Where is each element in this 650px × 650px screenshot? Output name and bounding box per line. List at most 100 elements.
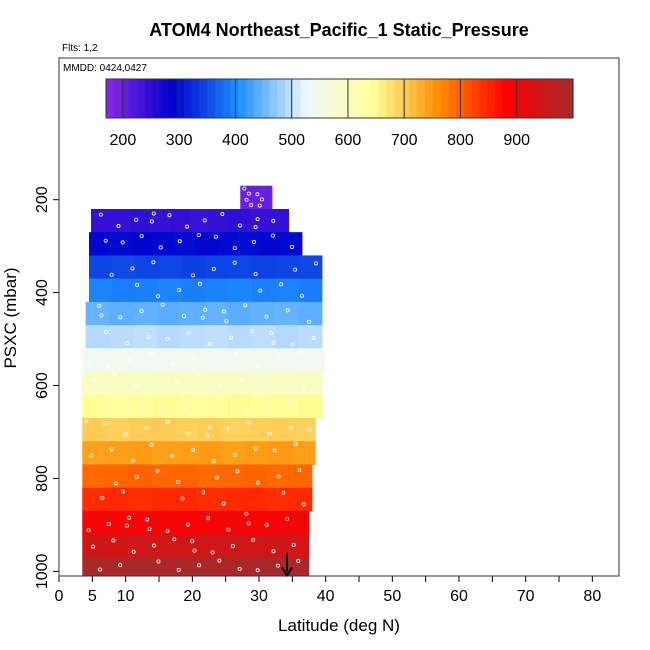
colorbar-swatch (510, 79, 520, 118)
pressure-band-shade (133, 301, 157, 326)
colorbar-swatch (541, 79, 551, 118)
pressure-band-shade (154, 394, 179, 419)
sample-point (255, 217, 260, 222)
sample-point (139, 308, 144, 313)
colorbar-swatch (207, 79, 216, 118)
sample-point (212, 459, 217, 464)
pressure-band-shade (227, 348, 252, 373)
pressure-band-shade (209, 208, 230, 233)
pressure-band-shade (105, 487, 129, 512)
pressure-band-shade (204, 325, 228, 349)
colorbar-swatch (199, 79, 208, 118)
sample-point (226, 527, 231, 532)
sample-point (255, 568, 260, 573)
colorbar-swatch (464, 79, 473, 118)
pressure-band-shade (174, 464, 198, 489)
pressure-band-shade (263, 557, 287, 577)
colorbar-swatch (121, 79, 130, 118)
sample-point (249, 203, 254, 208)
sample-point (232, 260, 237, 265)
sample-point (97, 303, 102, 308)
x-tick-label: 20 (183, 588, 201, 605)
pressure-band-shade (241, 557, 264, 577)
y-axis: 200 400 600 800 1000 (34, 186, 59, 589)
sample-point (250, 329, 255, 334)
pressure-band-shade (299, 278, 323, 303)
sample-point (165, 528, 170, 533)
pressure-band-shade (173, 510, 196, 535)
sample-point (205, 433, 210, 438)
pressure-band-shade (252, 278, 276, 303)
colorbar-swatch (230, 79, 239, 118)
sample-point (218, 384, 223, 389)
pressure-band-shade (127, 534, 151, 558)
pressure-band-shade (262, 185, 266, 210)
sample-point (270, 233, 275, 238)
pressure-band-shade (170, 208, 190, 233)
sample-point (275, 563, 280, 568)
sample-point (285, 308, 290, 313)
pressure-band-shade (150, 510, 173, 535)
pressure-band-shade (82, 510, 105, 535)
colorbar-swatch (339, 79, 348, 118)
sample-point (301, 502, 306, 507)
sample-point (182, 405, 187, 410)
x-tick-label: 80 (583, 588, 601, 605)
y-tick-label: 200 (34, 186, 51, 213)
sample-point (127, 357, 132, 362)
colorbar-swatch (160, 79, 169, 118)
sample-point (255, 480, 260, 485)
x-tick-label: 40 (317, 588, 335, 605)
pressure-band-shade (222, 441, 246, 465)
colorbar-swatch (534, 79, 543, 118)
pressure-band-shade (243, 464, 267, 489)
pressure-band-shade (154, 371, 179, 396)
pressure-band-shade (195, 534, 219, 558)
sample-point (314, 261, 319, 266)
sample-point (207, 341, 212, 346)
pressure-band-shade (289, 464, 313, 489)
sample-point (289, 244, 294, 249)
sample-point (271, 340, 276, 345)
sample-point (102, 421, 107, 426)
colorbar-swatch (253, 79, 263, 118)
marker-arrow-head (281, 566, 293, 578)
pressure-band-shade (82, 487, 106, 512)
sample-point (97, 567, 102, 572)
pressure-band-shade (243, 487, 267, 512)
pressure-band-shade (150, 208, 171, 233)
colorbar-swatch (518, 79, 527, 118)
pressure-band-shade (173, 534, 196, 558)
pressure-band-shade (82, 557, 105, 577)
pressure-band-shade (286, 510, 309, 535)
pressure-band-shade (299, 255, 323, 280)
sample-point (155, 468, 160, 473)
sample-point (139, 400, 144, 405)
sample-point (259, 197, 264, 202)
pressure-band-shade (203, 348, 228, 373)
colorbar-swatch (176, 79, 185, 118)
sample-point (186, 431, 191, 436)
mmdd-label: MMDD: 0424,0427 (63, 63, 147, 74)
sample-point (197, 281, 202, 286)
pressure-band-shade (298, 371, 323, 396)
pressure-band-shade (130, 394, 155, 419)
colorbar-tick-label: 300 (166, 132, 193, 149)
sample-point (276, 474, 281, 479)
sample-point (244, 511, 249, 516)
pressure-band-shade (300, 348, 325, 373)
sample-point (167, 213, 172, 218)
pressure-band-shade (263, 510, 287, 535)
sample-point (106, 522, 111, 527)
sample-point (251, 537, 256, 542)
pressure-band-shade (265, 185, 270, 210)
sample-point (281, 490, 286, 495)
sample-point (311, 336, 316, 341)
pressure-band-shade (82, 464, 106, 489)
sample-point (192, 548, 197, 553)
pressure-band-shade (150, 557, 173, 577)
x-tick-label: 50 (383, 588, 401, 605)
colorbar-tick-label: 900 (503, 132, 530, 149)
y-tick-label: 1000 (34, 553, 51, 589)
sample-point (158, 245, 163, 250)
